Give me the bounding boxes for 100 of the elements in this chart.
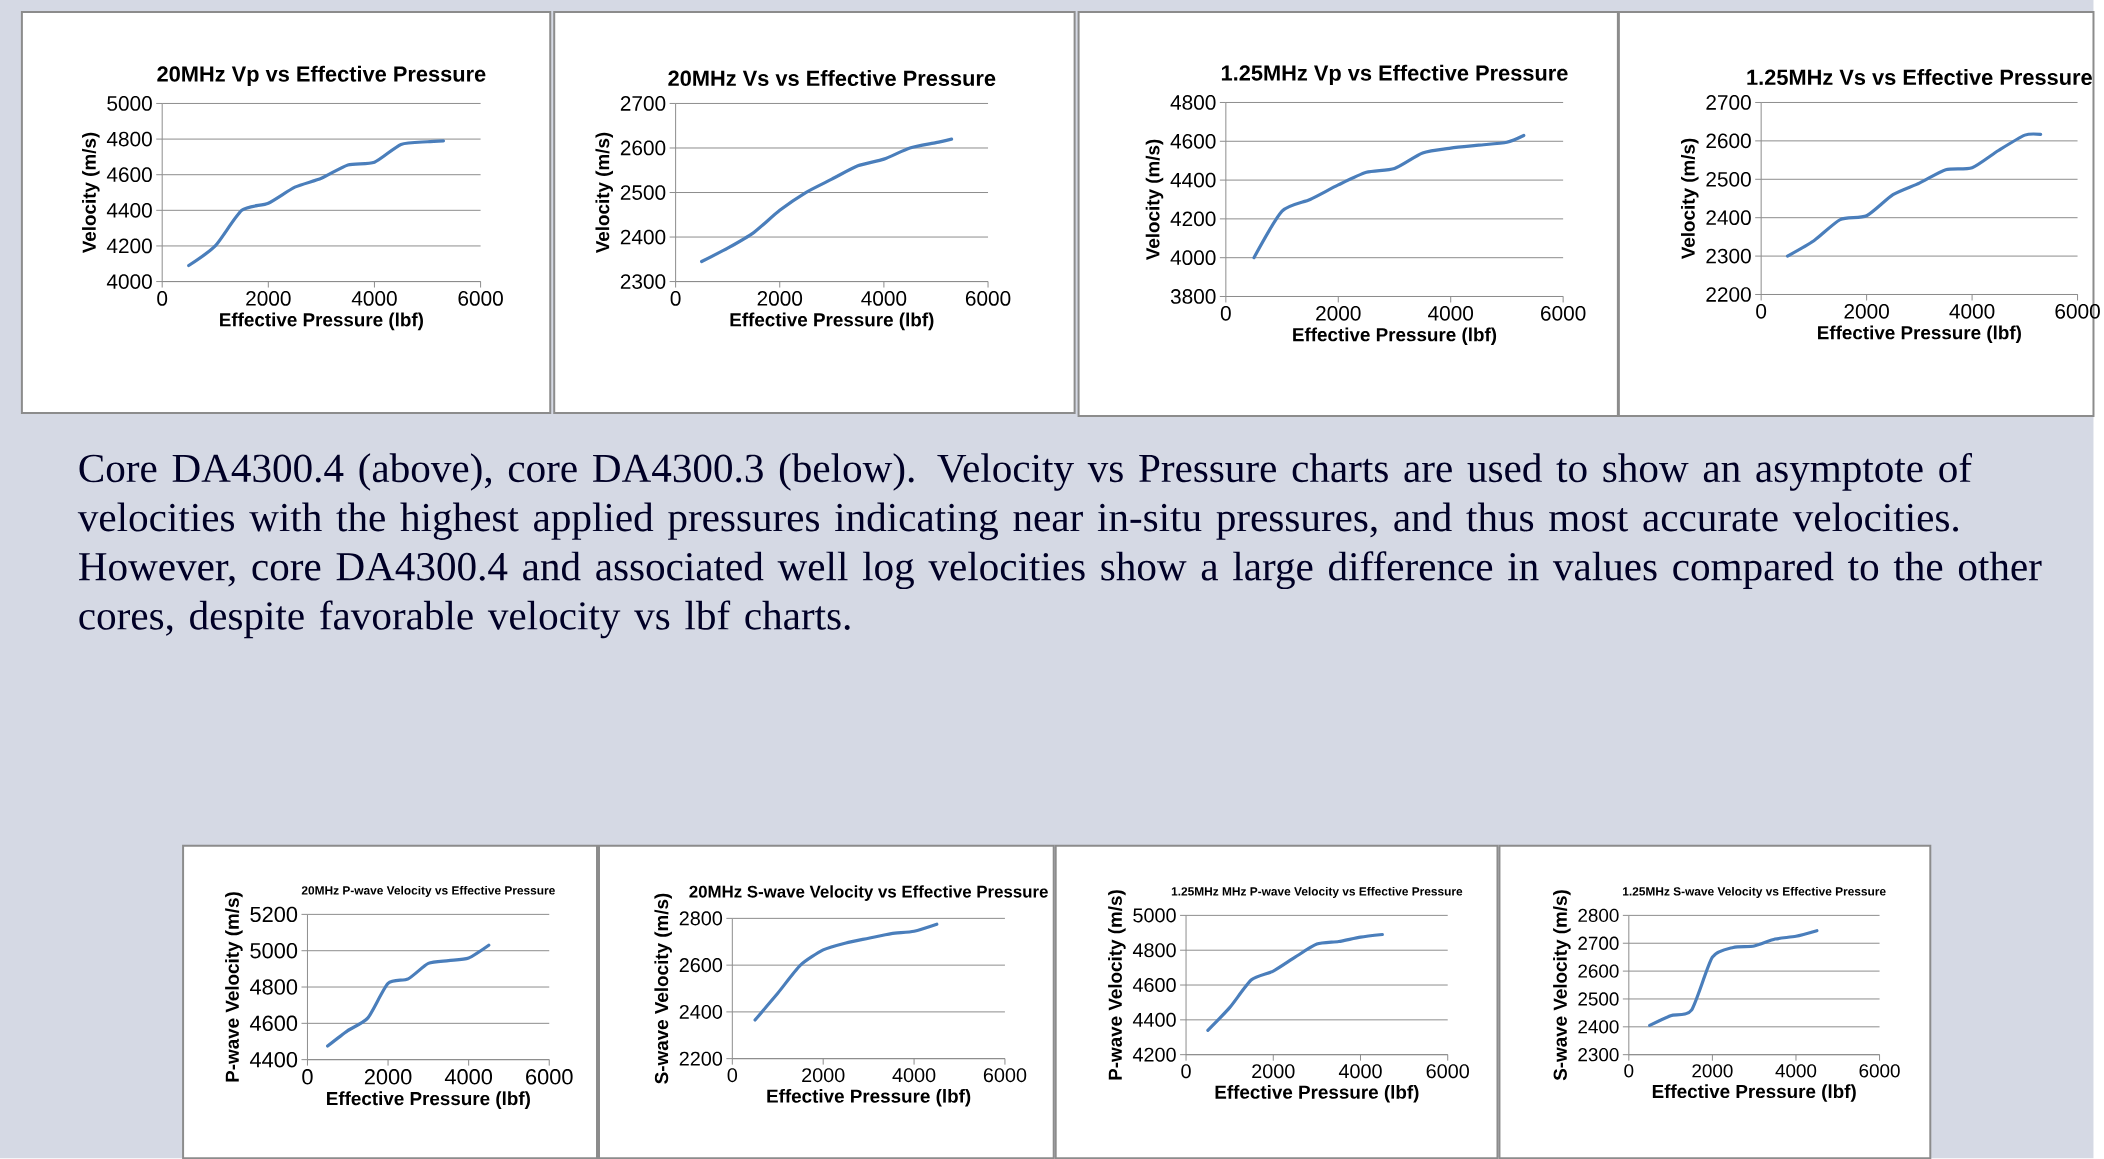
y-tick-label: 2500: [1706, 171, 1751, 187]
x-tick-label: 4000: [1338, 1064, 1382, 1079]
x-tick-label: 0: [1624, 1064, 1634, 1078]
y-tick-label: 2300: [620, 274, 666, 289]
x-axis-title: Effective Pressure (lbf): [220, 312, 423, 331]
line-series: [187, 139, 446, 268]
chart-title: 20MHz S-wave Velocity vs Effective Pressure: [689, 885, 1048, 901]
line-series: [700, 137, 954, 264]
y-axis-title: P-wave Velocity (m/s): [225, 892, 243, 1082]
x-tick-label: 4000: [1428, 305, 1474, 321]
x-tick-label: 2000: [1844, 303, 1889, 319]
x-tick-label: 6000: [458, 290, 503, 306]
x-tick-label: 2000: [246, 290, 291, 306]
y-tick-label: 4400: [1170, 172, 1216, 188]
x-tick-label: 0: [1181, 1064, 1191, 1079]
x-tick-label: 4000: [351, 290, 397, 306]
x-axis-title: Effective Pressure (lbf): [1818, 325, 2021, 343]
x-tick-label: 0: [727, 1068, 738, 1083]
x-axis-title: Effective Pressure (lbf): [767, 1088, 971, 1107]
x-tick-label: 4000: [861, 290, 907, 306]
y-tick-label: 5200: [250, 906, 298, 923]
y-axis-title: S-wave Velocity (m/s): [654, 893, 672, 1084]
x-tick-label: 6000: [965, 290, 1011, 306]
y-tick-label: 4800: [106, 131, 152, 147]
y-axis-title: Velocity (m/s): [1681, 138, 1699, 259]
y-tick-label: 4600: [1170, 133, 1216, 149]
x-tick-label: 0: [1756, 303, 1767, 319]
y-tick-label: 4800: [1132, 943, 1176, 958]
x-tick-label: 4000: [1775, 1064, 1817, 1078]
y-tick-label: 2800: [1578, 908, 1619, 922]
y-tick-label: 5000: [1133, 908, 1176, 923]
y-tick-label: 2600: [679, 958, 723, 973]
x-tick-label: 4000: [892, 1068, 936, 1083]
x-axis-title: Effective Pressure (lbf): [1215, 1084, 1419, 1103]
y-tick-label: 2500: [620, 185, 666, 200]
y-tick-label: 2400: [679, 1004, 723, 1019]
x-tick-label: 6000: [983, 1068, 1027, 1083]
x-axis-title: Effective Pressure (lbf): [1293, 327, 1497, 345]
y-axis-title: Velocity (m/s): [82, 132, 100, 254]
x-tick-label: 2000: [364, 1069, 412, 1085]
y-tick-label: 2500: [1578, 992, 1619, 1006]
chart-title: 1.25MHz Vs vs Effective Pressure: [1747, 68, 2092, 85]
y-tick-label: 2200: [679, 1051, 723, 1066]
x-tick-label: 0: [302, 1069, 313, 1085]
y-tick-label: 2400: [620, 229, 666, 245]
y-tick-label: 3800: [1170, 289, 1216, 304]
x-tick-label: 2000: [802, 1068, 845, 1083]
y-tick-label: 4800: [249, 979, 298, 995]
y-tick-label: 4000: [106, 274, 152, 289]
x-axis-title: Effective Pressure (lbf): [1652, 1084, 1856, 1102]
line-series: [1252, 133, 1526, 260]
x-tick-label: 4000: [444, 1069, 493, 1085]
y-tick-label: 2300: [1706, 248, 1751, 264]
y-axis-title: Velocity (m/s): [1145, 139, 1164, 260]
y-tick-label: 2600: [1578, 964, 1619, 978]
chart-title: 20MHz P-wave Velocity vs Effective Pressure: [301, 885, 555, 897]
x-tick-label: 6000: [1859, 1064, 1900, 1078]
x-axis-title: Effective Pressure (lbf): [327, 1091, 530, 1109]
line-series: [753, 922, 939, 1022]
y-tick-label: 2300: [1578, 1047, 1619, 1062]
y-tick-label: 4200: [1170, 211, 1216, 227]
chart-title: 1.25MHz Vp vs Effective Pressure: [1221, 64, 1568, 85]
y-tick-label: 4600: [249, 1015, 298, 1031]
y-tick-label: 2400: [1706, 210, 1751, 225]
chart-title: 20MHz Vp vs Effective Pressure: [157, 65, 486, 86]
chart-title: 20MHz Vs vs Effective Pressure: [668, 69, 996, 86]
y-tick-label: 2700: [1706, 95, 1751, 110]
y-tick-label: 5000: [250, 942, 298, 959]
x-tick-label: 2000: [1316, 305, 1361, 321]
y-tick-label: 2400: [1578, 1020, 1619, 1034]
chart-title: 1.25MHz S-wave Velocity vs Effective Pressure: [1623, 886, 1886, 898]
line-series: [1648, 929, 1819, 1027]
x-tick-label: 6000: [1541, 305, 1586, 321]
y-tick-label: 2200: [1706, 287, 1751, 302]
x-tick-label: 6000: [1426, 1064, 1469, 1079]
x-tick-label: 2000: [1252, 1064, 1295, 1079]
y-tick-label: 4800: [1170, 95, 1216, 110]
x-tick-label: 0: [157, 290, 168, 306]
y-tick-label: 5000: [107, 96, 152, 111]
x-tick-label: 0: [1220, 305, 1231, 321]
y-tick-label: 4200: [106, 238, 152, 254]
y-tick-label: 4400: [249, 1051, 298, 1068]
y-tick-label: 4600: [106, 167, 152, 182]
y-axis-title: Velocity (m/s): [595, 132, 614, 254]
y-tick-label: 2700: [620, 96, 666, 111]
y-tick-label: 2800: [679, 911, 723, 926]
y-axis-title: P-wave Velocity (m/s): [1108, 890, 1126, 1080]
x-tick-label: 2000: [757, 290, 803, 306]
x-axis-title: Effective Pressure (lbf): [730, 312, 934, 331]
y-axis-title: S-wave Velocity (m/s): [1553, 890, 1571, 1081]
y-tick-label: 2600: [1706, 133, 1751, 149]
y-tick-label: 4400: [106, 202, 152, 218]
line-series: [1785, 132, 2043, 258]
line-series: [1206, 932, 1384, 1032]
y-tick-label: 4600: [1132, 977, 1176, 992]
line-series: [326, 943, 491, 1048]
x-tick-label: 4000: [1949, 303, 1995, 319]
y-tick-label: 2700: [1578, 936, 1619, 950]
text: Core DA4300.4 (above), core DA4300.3 (below). Velocity vs Pressure charts are used to show an asymptote of velocities with the highest applied pressures indicating near in-situ pressures, and thus most accurate velocities. However, core DA4300.4 and associated well log velocities show a large difference in values compared to the other cores, despite favorable velocity vs lbf charts.: [77, 452, 2042, 639]
x-tick-label: 0: [670, 290, 681, 306]
